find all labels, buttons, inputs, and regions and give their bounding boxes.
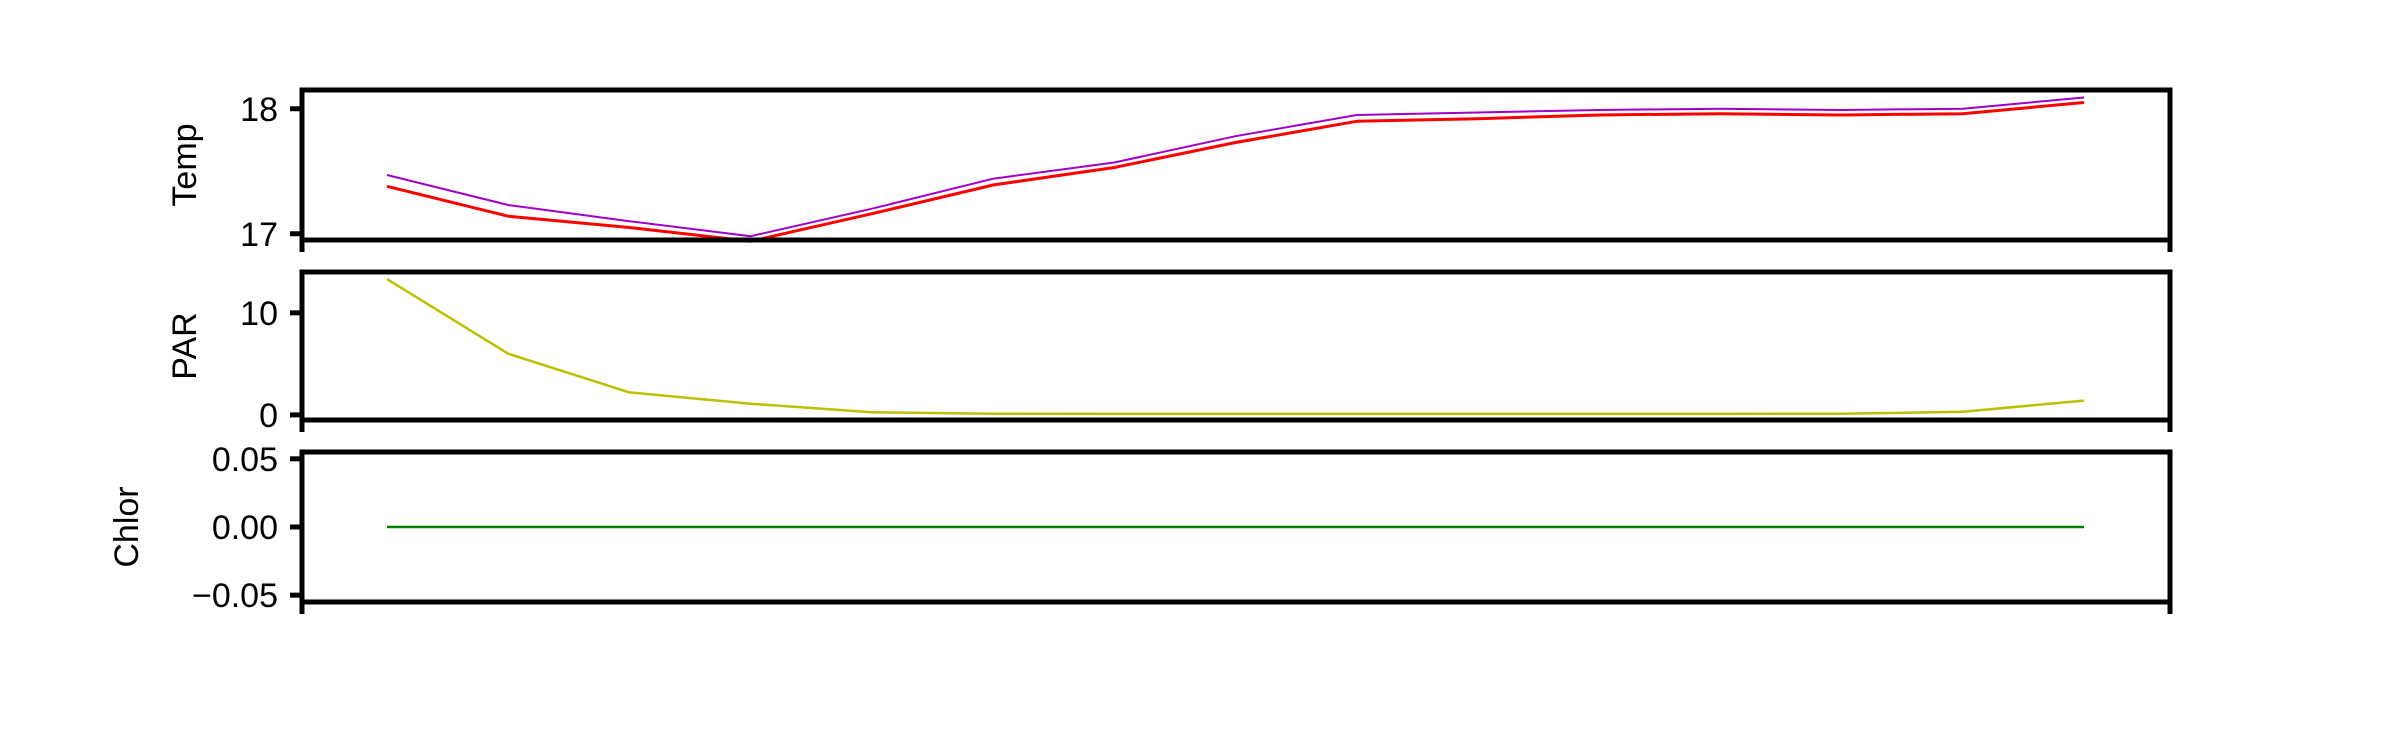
par-y-axis-label: PAR [166, 312, 204, 379]
chlor-y-axis-label: Chlor [108, 486, 146, 567]
temp-y-tick-label-1: 18 [240, 91, 278, 129]
par-y-tick-label-0: 0 [259, 397, 278, 435]
chlor-y-tick-label-1: 0.00 [212, 509, 278, 547]
par-panel: 0 10 PAR [166, 269, 2173, 435]
temp-axes-frame [299, 87, 2173, 243]
temp-y-axis-label: Temp [166, 123, 204, 206]
chlor-panel: −0.05 0.00 0.05 Chlor [108, 441, 2173, 615]
par-axes-frame [299, 269, 2173, 423]
temp-panel: 17 18 Temp [166, 87, 2173, 254]
par-y-tick-label-1: 10 [240, 295, 278, 333]
temp-series-line-1 [386, 101, 2085, 243]
temp-series-line-0 [386, 96, 2085, 238]
temp-y-tick-label-0: 17 [240, 216, 278, 254]
chlor-y-tick-label-0: −0.05 [192, 577, 278, 615]
par-series-line-0 [386, 278, 2085, 416]
chlor-y-tick-label-2: 0.05 [212, 441, 278, 479]
